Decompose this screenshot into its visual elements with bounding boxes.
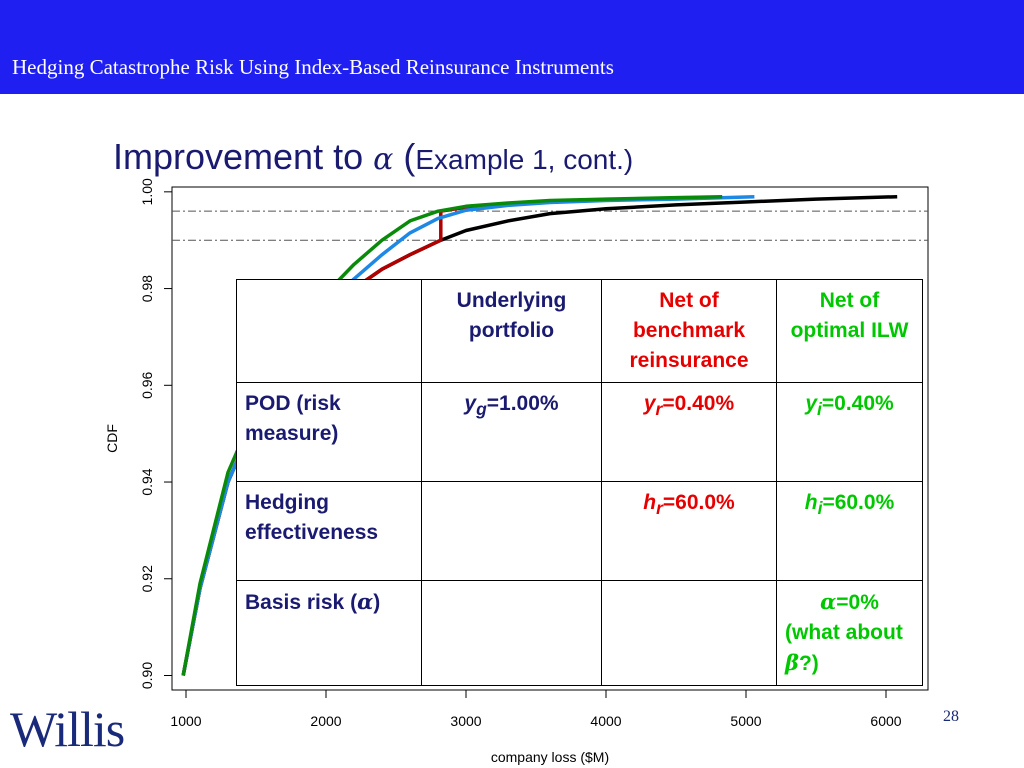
table-row: Basis risk (α) α=0% (what about β?): [236, 580, 923, 686]
hedging-benchmark: hr=60.0%: [601, 481, 777, 581]
alpha-symbol: α: [357, 589, 374, 614]
basis-ilw: α=0% (what about β?): [776, 580, 923, 686]
x-axis-label: company loss ($M): [491, 749, 609, 765]
x-tick-label: 4000: [590, 713, 621, 729]
presentation-title: Hedging Catastrophe Risk Using Index-Bas…: [12, 55, 614, 79]
basis-ilw-val: =0%: [836, 591, 879, 614]
alpha-symbol: α: [820, 589, 837, 614]
header-underlying: Underlying portfolio: [421, 279, 602, 383]
header-ilw: Net of optimal ILW: [776, 279, 923, 383]
y-tick-label: 0.92: [139, 565, 155, 592]
x-tick-label: 3000: [450, 713, 481, 729]
x-tick-label: 2000: [310, 713, 341, 729]
x-tick-label: 6000: [870, 713, 901, 729]
slide-title: Improvement to α (Example 1, cont.): [113, 136, 633, 178]
y-tick-label: 0.90: [139, 662, 155, 689]
basis-ilw-note: (what about β?): [785, 618, 914, 679]
page-number: 28: [943, 708, 959, 725]
pod-underlying-sub: g: [476, 399, 487, 420]
pod-benchmark-val: =0.40%: [662, 392, 735, 415]
basis-label-pre: Basis risk (: [245, 591, 358, 614]
y-tick-label: 0.96: [139, 371, 155, 398]
pod-benchmark-sym: y: [643, 392, 656, 415]
pod-ilw-sub: i: [817, 399, 822, 420]
header-banner: Hedging Catastrophe Risk Using Index-Bas…: [0, 0, 1024, 94]
table-row: POD (risk measure) yg=1.00% yr=0.40% yi=…: [236, 382, 923, 482]
hedging-underlying: [421, 481, 602, 581]
table-corner-cell: [236, 279, 422, 383]
hedging-ilw: hi=60.0%: [776, 481, 923, 581]
header-benchmark: Net of benchmark reinsurance: [601, 279, 777, 383]
table-header-row: Underlying portfolio Net of benchmark re…: [236, 279, 923, 383]
y-tick-label: 0.94: [139, 468, 155, 495]
table-row: Hedging effectiveness hr=60.0% hi=60.0%: [236, 481, 923, 581]
x-tick-label: 1000: [170, 713, 201, 729]
basis-ilw-note-pre: (what about: [785, 621, 903, 644]
pod-underlying-val: =1.00%: [486, 392, 559, 415]
basis-label-post: ): [373, 591, 381, 614]
y-axis-label: CDF: [104, 424, 120, 453]
willis-logo: Willis: [10, 701, 125, 757]
row-label-hedging: Hedging effectiveness: [236, 481, 422, 581]
comparison-table: Underlying portfolio Net of benchmark re…: [236, 279, 923, 686]
pod-ilw-sym: y: [805, 392, 817, 415]
plot-frame: [171, 186, 929, 691]
pod-underlying-sym: y: [464, 392, 477, 415]
row-label-pod: POD (risk measure): [236, 382, 422, 482]
basis-underlying: [421, 580, 602, 686]
basis-ilw-note-post: ?): [798, 652, 819, 675]
hedging-ilw-val: =60.0%: [822, 491, 895, 514]
pod-underlying: yg=1.00%: [421, 382, 602, 482]
alpha-symbol: α: [373, 142, 394, 177]
beta-symbol: β: [785, 650, 799, 675]
slide-title-sub: Example 1, cont.): [415, 144, 634, 175]
pod-ilw-val: =0.40%: [821, 392, 894, 415]
basis-benchmark: [601, 580, 777, 686]
pod-benchmark: yr=0.40%: [601, 382, 777, 482]
hedging-ilw-sub: i: [817, 498, 823, 519]
y-tick-label: 1.00: [139, 178, 155, 205]
y-tick-label: 0.98: [139, 275, 155, 302]
hedging-ilw-sym: h: [804, 491, 818, 514]
basis-ilw-value: α=0%: [785, 587, 914, 618]
slide-title-main: Improvement to: [113, 136, 374, 177]
hedging-benchmark-sub: r: [656, 498, 663, 519]
pod-ilw: yi=0.40%: [776, 382, 923, 482]
row-label-basis: Basis risk (α): [236, 580, 422, 686]
slide-title-paren: (: [393, 136, 416, 177]
x-tick-label: 5000: [730, 713, 761, 729]
pod-benchmark-sub: r: [655, 399, 663, 420]
hedging-benchmark-sym: h: [643, 491, 657, 514]
hedging-benchmark-val: =60.0%: [662, 491, 735, 514]
